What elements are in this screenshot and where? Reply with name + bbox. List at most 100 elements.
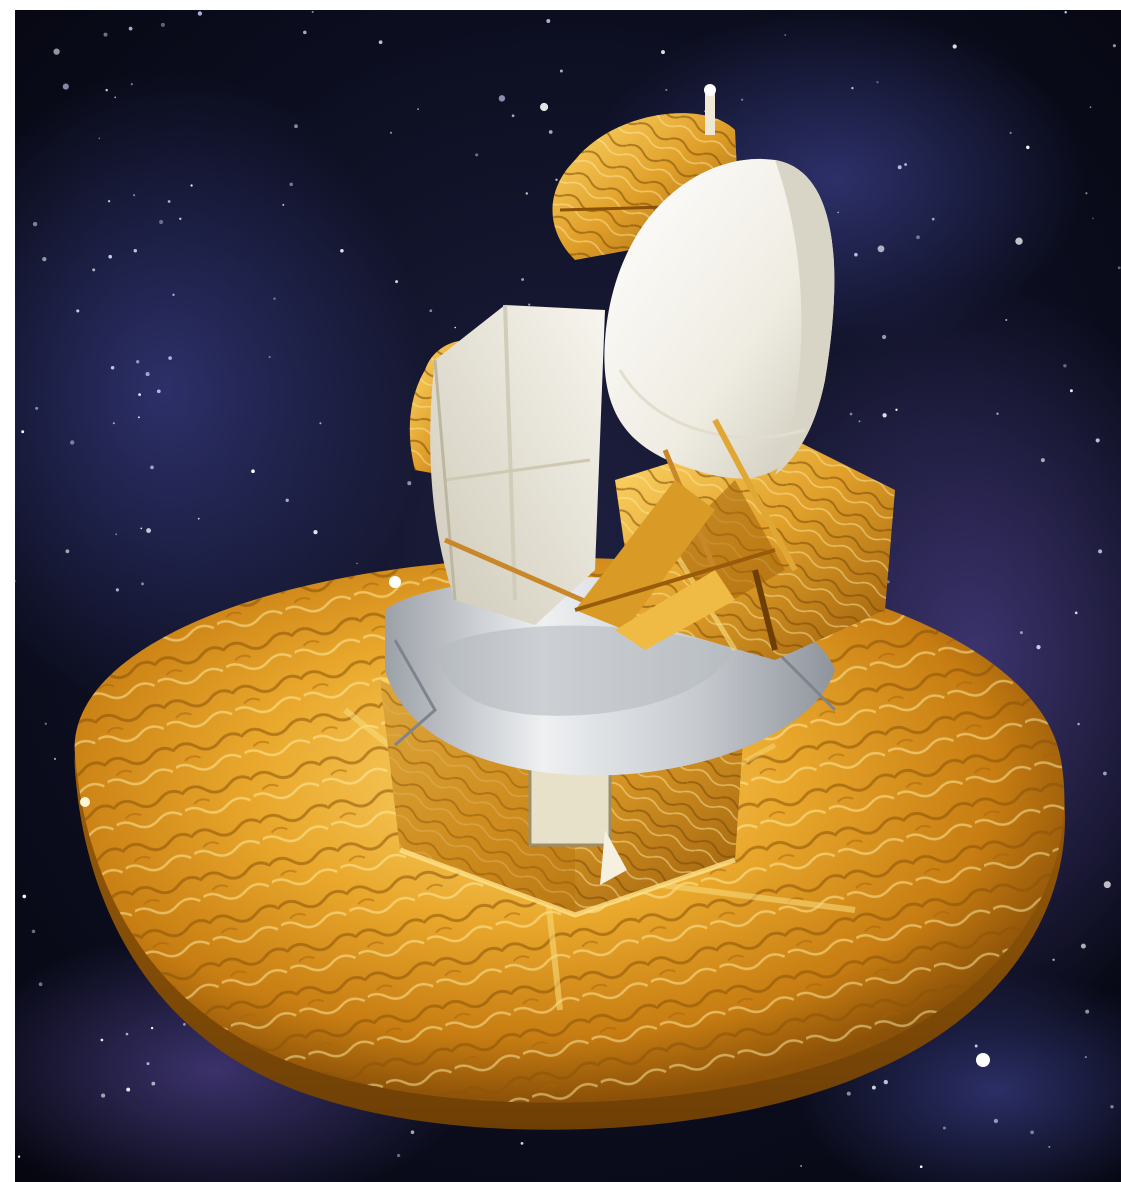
star xyxy=(35,406,39,410)
star xyxy=(168,356,172,360)
star xyxy=(1040,458,1045,463)
star xyxy=(133,248,138,253)
star xyxy=(133,194,136,197)
star xyxy=(251,469,255,474)
star xyxy=(32,221,38,227)
star xyxy=(179,217,182,220)
star xyxy=(146,528,152,534)
star xyxy=(1064,10,1067,14)
star xyxy=(378,40,383,45)
star xyxy=(883,1079,888,1085)
star xyxy=(183,1023,186,1026)
star xyxy=(1030,1130,1034,1135)
star xyxy=(858,420,861,423)
star xyxy=(1117,266,1121,270)
star xyxy=(303,30,307,35)
star xyxy=(167,200,171,203)
star xyxy=(115,533,118,536)
star xyxy=(1009,131,1012,135)
star xyxy=(417,108,419,110)
star xyxy=(159,219,164,225)
star xyxy=(92,268,96,272)
star xyxy=(340,249,344,253)
star xyxy=(993,1118,999,1124)
star xyxy=(740,98,744,101)
star xyxy=(31,929,36,934)
star xyxy=(837,211,840,214)
star xyxy=(100,1038,104,1042)
star xyxy=(916,235,920,240)
star xyxy=(871,1085,876,1090)
star xyxy=(125,1032,129,1036)
star xyxy=(145,372,150,377)
star xyxy=(410,1130,415,1134)
star xyxy=(356,562,358,565)
star xyxy=(1103,771,1107,776)
star xyxy=(1085,1009,1090,1014)
star xyxy=(882,334,887,340)
star xyxy=(1048,1145,1051,1148)
star xyxy=(21,430,25,434)
star xyxy=(126,1087,131,1092)
star xyxy=(1069,389,1073,393)
star xyxy=(1103,881,1111,889)
star xyxy=(294,124,298,129)
star xyxy=(140,527,143,530)
star xyxy=(849,412,853,416)
star xyxy=(285,498,289,502)
star xyxy=(197,11,203,16)
star xyxy=(895,408,898,411)
star xyxy=(546,19,551,23)
star xyxy=(108,254,113,259)
star xyxy=(150,465,154,470)
star xyxy=(15,580,17,582)
star xyxy=(70,440,75,445)
star xyxy=(511,114,515,118)
star xyxy=(1077,722,1080,726)
star xyxy=(151,1081,156,1086)
star xyxy=(1005,318,1008,322)
star xyxy=(190,184,193,187)
star xyxy=(407,481,412,486)
star xyxy=(107,200,111,203)
star xyxy=(38,982,43,987)
satellite-illustration xyxy=(15,10,1121,1182)
star xyxy=(138,393,141,396)
star xyxy=(44,722,47,725)
star xyxy=(103,32,108,37)
star xyxy=(273,297,276,300)
star xyxy=(919,1165,923,1169)
star xyxy=(1080,943,1086,949)
star xyxy=(942,1126,946,1130)
star xyxy=(62,83,69,90)
star xyxy=(429,309,433,313)
star xyxy=(904,163,908,166)
star xyxy=(498,95,506,102)
antenna-mast xyxy=(705,90,715,135)
star xyxy=(112,422,115,425)
star xyxy=(882,413,887,418)
star xyxy=(130,83,133,86)
star xyxy=(540,102,549,112)
star xyxy=(877,245,885,253)
star xyxy=(846,1091,851,1096)
star xyxy=(101,1093,106,1098)
star xyxy=(886,580,890,584)
star xyxy=(475,153,479,157)
star xyxy=(555,178,558,181)
star xyxy=(800,1165,802,1167)
star xyxy=(156,389,161,394)
star xyxy=(876,81,879,84)
star xyxy=(313,529,318,535)
star xyxy=(1095,438,1100,443)
star xyxy=(17,1155,21,1158)
star xyxy=(289,182,293,187)
glint xyxy=(80,797,90,807)
star xyxy=(897,165,902,170)
star xyxy=(319,422,322,425)
star xyxy=(396,1153,401,1158)
star xyxy=(974,1044,978,1048)
star xyxy=(65,549,70,554)
secondary-reflector xyxy=(430,304,607,625)
star xyxy=(115,588,119,592)
